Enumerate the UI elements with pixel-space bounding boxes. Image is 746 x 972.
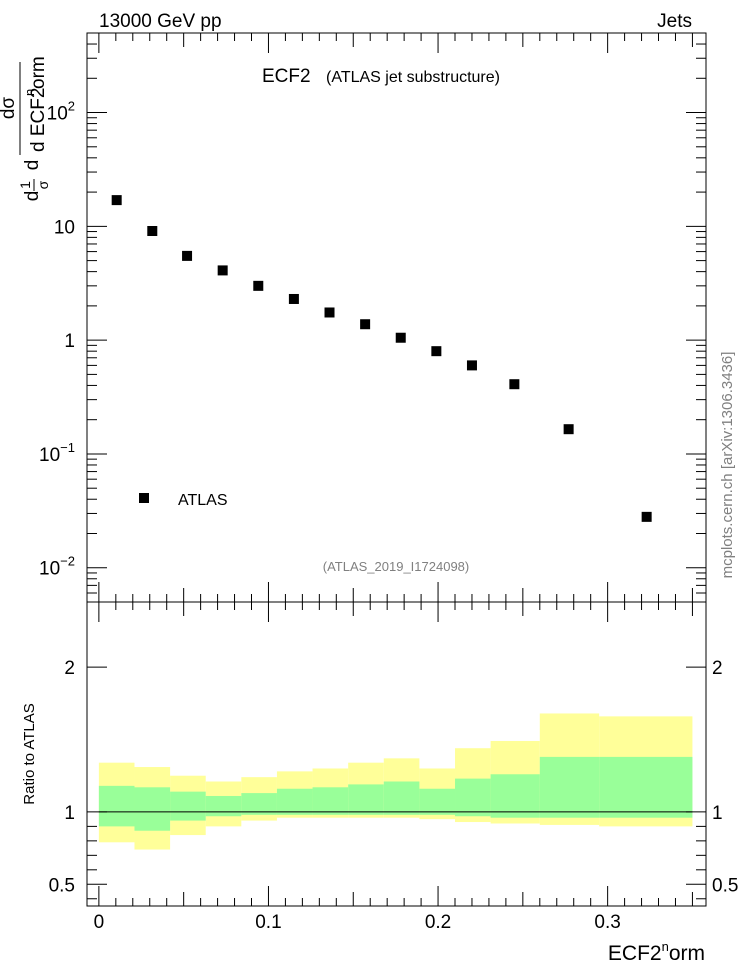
- ratio-tick-label: 0.5: [49, 875, 75, 896]
- green-band-bin: [276, 788, 313, 815]
- data-point: [111, 195, 122, 206]
- y-tick-label: 102: [47, 99, 75, 125]
- y-tick-label: 10−2: [39, 554, 75, 580]
- y-title-dsigma: dσ: [0, 97, 19, 120]
- svg-text:orm: orm: [28, 56, 49, 89]
- green-band-bin: [539, 756, 600, 818]
- x-title-tail: orm: [669, 942, 705, 965]
- data-point: [253, 280, 264, 291]
- data-point: [431, 346, 442, 357]
- y-title-ecf: d ECF2: [28, 88, 49, 152]
- data-point: [288, 293, 299, 304]
- svg-text:d ECF2: d ECF2: [28, 88, 49, 152]
- green-band-bin: [599, 756, 693, 818]
- bottom-panel-frame: [86, 601, 707, 907]
- plot-title-main: ECF2: [262, 66, 311, 87]
- ratio-bands: [98, 713, 693, 850]
- legend-marker: [139, 493, 149, 503]
- green-band-bin: [383, 781, 420, 815]
- header-right: Jets: [657, 11, 692, 32]
- data-point: [217, 265, 228, 276]
- y-tick-label: 10−1: [39, 440, 75, 466]
- x-title-main: ECF2: [608, 942, 662, 965]
- green-band-bin: [455, 778, 491, 817]
- x-axis-ticks: 0 0.1 0.2 0.3: [94, 33, 693, 933]
- plot-title-sub: (ATLAS jet substructure): [326, 69, 500, 86]
- y-tick-label: 10: [54, 217, 75, 238]
- y-title-d1: d: [22, 191, 43, 202]
- x-tick-label: 0.1: [255, 912, 281, 933]
- green-band-bin: [419, 788, 456, 815]
- data-point: [324, 307, 335, 318]
- x-tick-label: 0.2: [425, 912, 451, 933]
- data-markers: [111, 195, 652, 522]
- y-title-sigma: σ: [35, 180, 51, 189]
- analysis-id: (ATLAS_2019_I1724098): [323, 559, 469, 574]
- watermark: mcplots.cern.ch [arXiv:1306.3436]: [719, 352, 736, 579]
- ratio-tick-label-right: 2: [712, 658, 723, 679]
- ratio-tick-label: 2: [64, 658, 75, 679]
- top-y-ticks: 10−2 10−1 1 10 102: [39, 32, 706, 603]
- green-band-bin: [348, 784, 384, 815]
- data-point: [147, 226, 158, 237]
- header-left: 13000 GeV pp: [99, 11, 222, 32]
- data-point: [466, 360, 477, 371]
- svg-text:d: d: [22, 160, 43, 171]
- green-band-bin: [170, 791, 206, 821]
- ratio-tick-label-right: 1: [712, 803, 723, 824]
- green-band-bin: [134, 787, 171, 831]
- data-point: [182, 250, 193, 261]
- svg-text:d: d: [22, 191, 43, 202]
- y-axis-title: d 1 σ d dσ d ECF2 n orm: [0, 56, 51, 201]
- y-tick-label: 1: [64, 331, 75, 352]
- ratio-tick-label-right: 0.5: [712, 875, 738, 896]
- legend-label: ATLAS: [178, 492, 228, 509]
- x-tick-label: 0: [94, 912, 105, 933]
- y-title-n: n: [22, 89, 37, 96]
- data-point: [360, 319, 371, 330]
- ratio-tick-label: 1: [64, 803, 75, 824]
- y-title-orm: orm: [28, 56, 49, 89]
- green-band-bin: [312, 787, 349, 815]
- svg-text:n: n: [22, 89, 37, 96]
- data-point: [509, 379, 520, 390]
- svg-text:σ: σ: [35, 180, 51, 189]
- x-tick-label: 0.3: [594, 912, 620, 933]
- svg-text:1: 1: [17, 181, 33, 189]
- svg-text:dσ: dσ: [0, 97, 19, 120]
- green-band-bin: [205, 795, 242, 817]
- ratio-axis-title: Ratio to ATLAS: [21, 703, 38, 804]
- green-band-bin: [241, 793, 277, 815]
- y-title-one: 1: [17, 181, 33, 189]
- data-point: [395, 332, 406, 343]
- x-axis-title: ECF2norm: [608, 939, 705, 965]
- green-band-bin: [98, 785, 135, 827]
- data-point: [641, 511, 652, 522]
- top-panel-frame: [86, 32, 707, 603]
- x-title-sup: n: [662, 939, 669, 954]
- green-band-bin: [490, 774, 540, 818]
- bottom-y-ticks: 0.5 0.5 1 1 2 2: [49, 658, 738, 900]
- data-point: [563, 424, 574, 435]
